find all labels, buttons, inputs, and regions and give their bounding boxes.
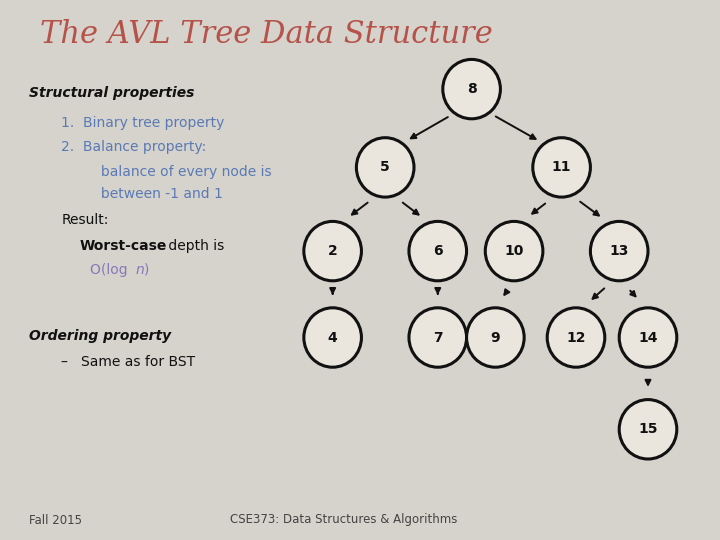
Text: 5: 5 bbox=[380, 160, 390, 174]
Text: 2.  Balance property:: 2. Balance property: bbox=[61, 140, 207, 154]
Text: 8: 8 bbox=[467, 82, 477, 96]
Text: The AVL Tree Data Structure: The AVL Tree Data Structure bbox=[40, 19, 492, 50]
Ellipse shape bbox=[356, 138, 414, 197]
Text: 11: 11 bbox=[552, 160, 572, 174]
Ellipse shape bbox=[619, 308, 677, 367]
Text: Fall 2015: Fall 2015 bbox=[29, 514, 82, 526]
Text: 14: 14 bbox=[638, 330, 658, 345]
Text: 13: 13 bbox=[610, 244, 629, 258]
Text: 2: 2 bbox=[328, 244, 338, 258]
Text: Structural properties: Structural properties bbox=[29, 86, 194, 100]
Text: depth is: depth is bbox=[164, 239, 225, 253]
Ellipse shape bbox=[590, 221, 648, 281]
Text: O(log: O(log bbox=[90, 263, 132, 277]
Ellipse shape bbox=[443, 59, 500, 119]
Text: 4: 4 bbox=[328, 330, 338, 345]
Ellipse shape bbox=[547, 308, 605, 367]
Text: –   Same as for BST: – Same as for BST bbox=[61, 355, 195, 369]
Text: Worst-case: Worst-case bbox=[79, 239, 166, 253]
Ellipse shape bbox=[619, 400, 677, 459]
Text: 6: 6 bbox=[433, 244, 443, 258]
Text: 9: 9 bbox=[490, 330, 500, 345]
Text: 7: 7 bbox=[433, 330, 443, 345]
Text: 10: 10 bbox=[505, 244, 523, 258]
Ellipse shape bbox=[409, 221, 467, 281]
Ellipse shape bbox=[467, 308, 524, 367]
Text: between -1 and 1: between -1 and 1 bbox=[79, 187, 223, 201]
Text: ): ) bbox=[144, 263, 149, 277]
Text: 1.  Binary tree property: 1. Binary tree property bbox=[61, 116, 225, 130]
Text: n: n bbox=[135, 263, 144, 277]
Ellipse shape bbox=[304, 308, 361, 367]
Text: Ordering property: Ordering property bbox=[29, 329, 171, 343]
Ellipse shape bbox=[409, 308, 467, 367]
Ellipse shape bbox=[533, 138, 590, 197]
Text: 15: 15 bbox=[638, 422, 658, 436]
Text: CSE373: Data Structures & Algorithms: CSE373: Data Structures & Algorithms bbox=[230, 514, 458, 526]
Text: Result:: Result: bbox=[61, 213, 109, 227]
Text: 12: 12 bbox=[566, 330, 586, 345]
Ellipse shape bbox=[304, 221, 361, 281]
Ellipse shape bbox=[485, 221, 543, 281]
Text: balance of every node is: balance of every node is bbox=[79, 165, 272, 179]
